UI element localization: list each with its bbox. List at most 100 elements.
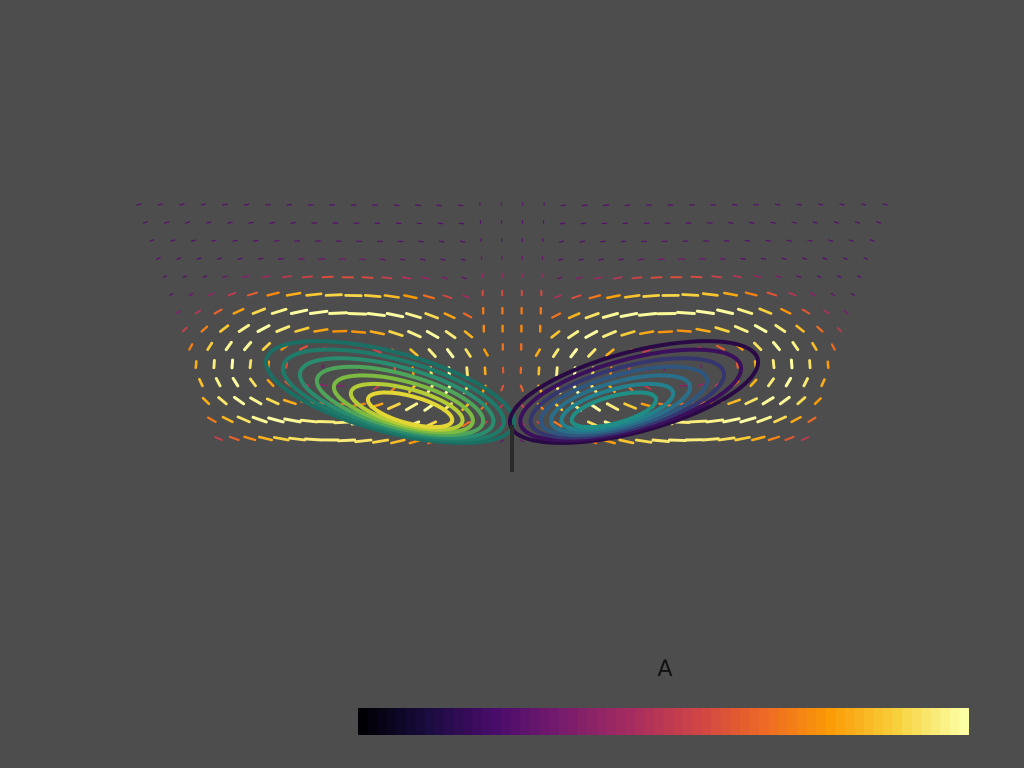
vector-glyph	[372, 348, 382, 354]
vector-glyph	[740, 257, 747, 260]
vector-glyph	[421, 276, 430, 280]
vector-glyph	[194, 309, 202, 315]
vector-glyph	[175, 310, 181, 315]
vector-glyph	[882, 203, 888, 206]
vector-glyph	[212, 358, 216, 370]
vector-glyph	[424, 312, 440, 320]
vector-glyph	[246, 291, 258, 297]
vector-glyph	[723, 240, 730, 242]
scalar-bar-swatch	[482, 708, 493, 735]
vector-glyph	[277, 257, 284, 260]
vector-glyph	[836, 326, 843, 333]
vector-glyph	[200, 325, 209, 333]
vector-glyph	[618, 258, 625, 261]
vector-glyph	[328, 311, 348, 315]
scalar-bar-swatch	[701, 708, 712, 735]
vector-glyph	[202, 275, 208, 278]
vector-glyph	[569, 348, 578, 359]
vector-glyph	[736, 307, 754, 315]
vector-glyph	[206, 221, 212, 224]
vector-glyph	[208, 292, 215, 297]
vector-glyph	[681, 293, 700, 297]
vector-glyph	[551, 348, 560, 359]
vector-glyph	[149, 239, 155, 242]
vector-glyph	[796, 203, 802, 206]
vector-glyph	[418, 240, 424, 243]
vector-glyph	[405, 312, 422, 320]
vector-glyph	[372, 384, 381, 391]
vector-glyph	[699, 364, 703, 369]
vector-glyph	[789, 358, 794, 370]
scalar-bar-swatch	[615, 708, 626, 735]
trajectory-loop	[538, 364, 710, 438]
vector-glyph	[642, 348, 652, 354]
vector-glyph	[265, 397, 280, 406]
vector-glyph	[811, 341, 818, 351]
vector-glyph	[774, 203, 781, 206]
vector-glyph	[571, 294, 582, 300]
vector-glyph	[784, 435, 795, 442]
scalar-bar-swatch	[548, 708, 560, 735]
vector-glyph	[638, 258, 645, 261]
vector-glyph	[289, 308, 309, 315]
vector-glyph	[748, 221, 755, 224]
vector-glyph	[807, 416, 817, 423]
vector-glyph	[230, 358, 235, 370]
vector-glyph	[273, 240, 280, 242]
scalar-bar-swatch	[692, 708, 703, 735]
vector-glyph	[436, 204, 442, 207]
vector-glyph	[361, 276, 374, 279]
vector-glyph	[465, 366, 469, 377]
scalar-bar-swatch	[606, 708, 617, 735]
scalar-bar	[358, 708, 969, 735]
scalar-bar-swatch	[358, 708, 369, 735]
scalar-bar-swatch	[443, 708, 455, 735]
vector-glyph	[791, 221, 797, 224]
scalar-bar-swatch	[377, 708, 388, 735]
vector-glyph	[381, 276, 393, 280]
scalar-bar-swatch	[778, 708, 789, 735]
vector-glyph	[243, 435, 257, 442]
vector-glyph	[601, 312, 619, 319]
vector-glyph	[282, 398, 297, 406]
scalar-bar-swatch	[568, 708, 579, 735]
vector-glyph	[249, 396, 263, 406]
scalar-bar-swatch	[711, 708, 722, 735]
vector-glyph	[578, 258, 584, 261]
vector-glyph	[188, 292, 194, 297]
vector-glyph	[422, 294, 435, 300]
scalar-bar-swatch	[415, 708, 426, 735]
vector-glyph	[761, 396, 775, 406]
vector-glyph	[519, 439, 525, 443]
scalar-bar-swatch	[520, 708, 531, 735]
scalar-bar-swatch	[797, 708, 808, 735]
vector-glyph	[784, 376, 793, 388]
vector-glyph	[441, 276, 449, 280]
vector-glyph	[780, 307, 792, 315]
vector-glyph	[460, 258, 466, 261]
vector-glyph	[558, 240, 565, 243]
vector-glyph	[256, 324, 271, 333]
vector-glyph	[366, 312, 386, 317]
vector-glyph	[420, 258, 426, 261]
vector-glyph	[839, 203, 845, 206]
vector-glyph	[744, 239, 751, 242]
vector-glyph	[446, 348, 455, 359]
vector-glyph	[584, 330, 599, 339]
vector-glyph	[236, 415, 251, 424]
scalar-bar-swatch	[883, 708, 894, 735]
vector-glyph	[386, 402, 401, 411]
vector-glyph	[717, 436, 736, 442]
vector-glyph	[363, 294, 382, 298]
vector-glyph	[157, 203, 163, 206]
scalar-bar-swatch	[634, 708, 646, 735]
vector-glyph	[581, 204, 588, 207]
vector-glyph	[643, 384, 652, 390]
vector-glyph	[623, 402, 638, 410]
scalar-bar-swatch	[720, 708, 731, 735]
scalar-bar-swatch	[930, 708, 941, 735]
vector-glyph	[580, 222, 587, 225]
vector-glyph	[716, 308, 735, 315]
vector-glyph	[337, 438, 357, 443]
